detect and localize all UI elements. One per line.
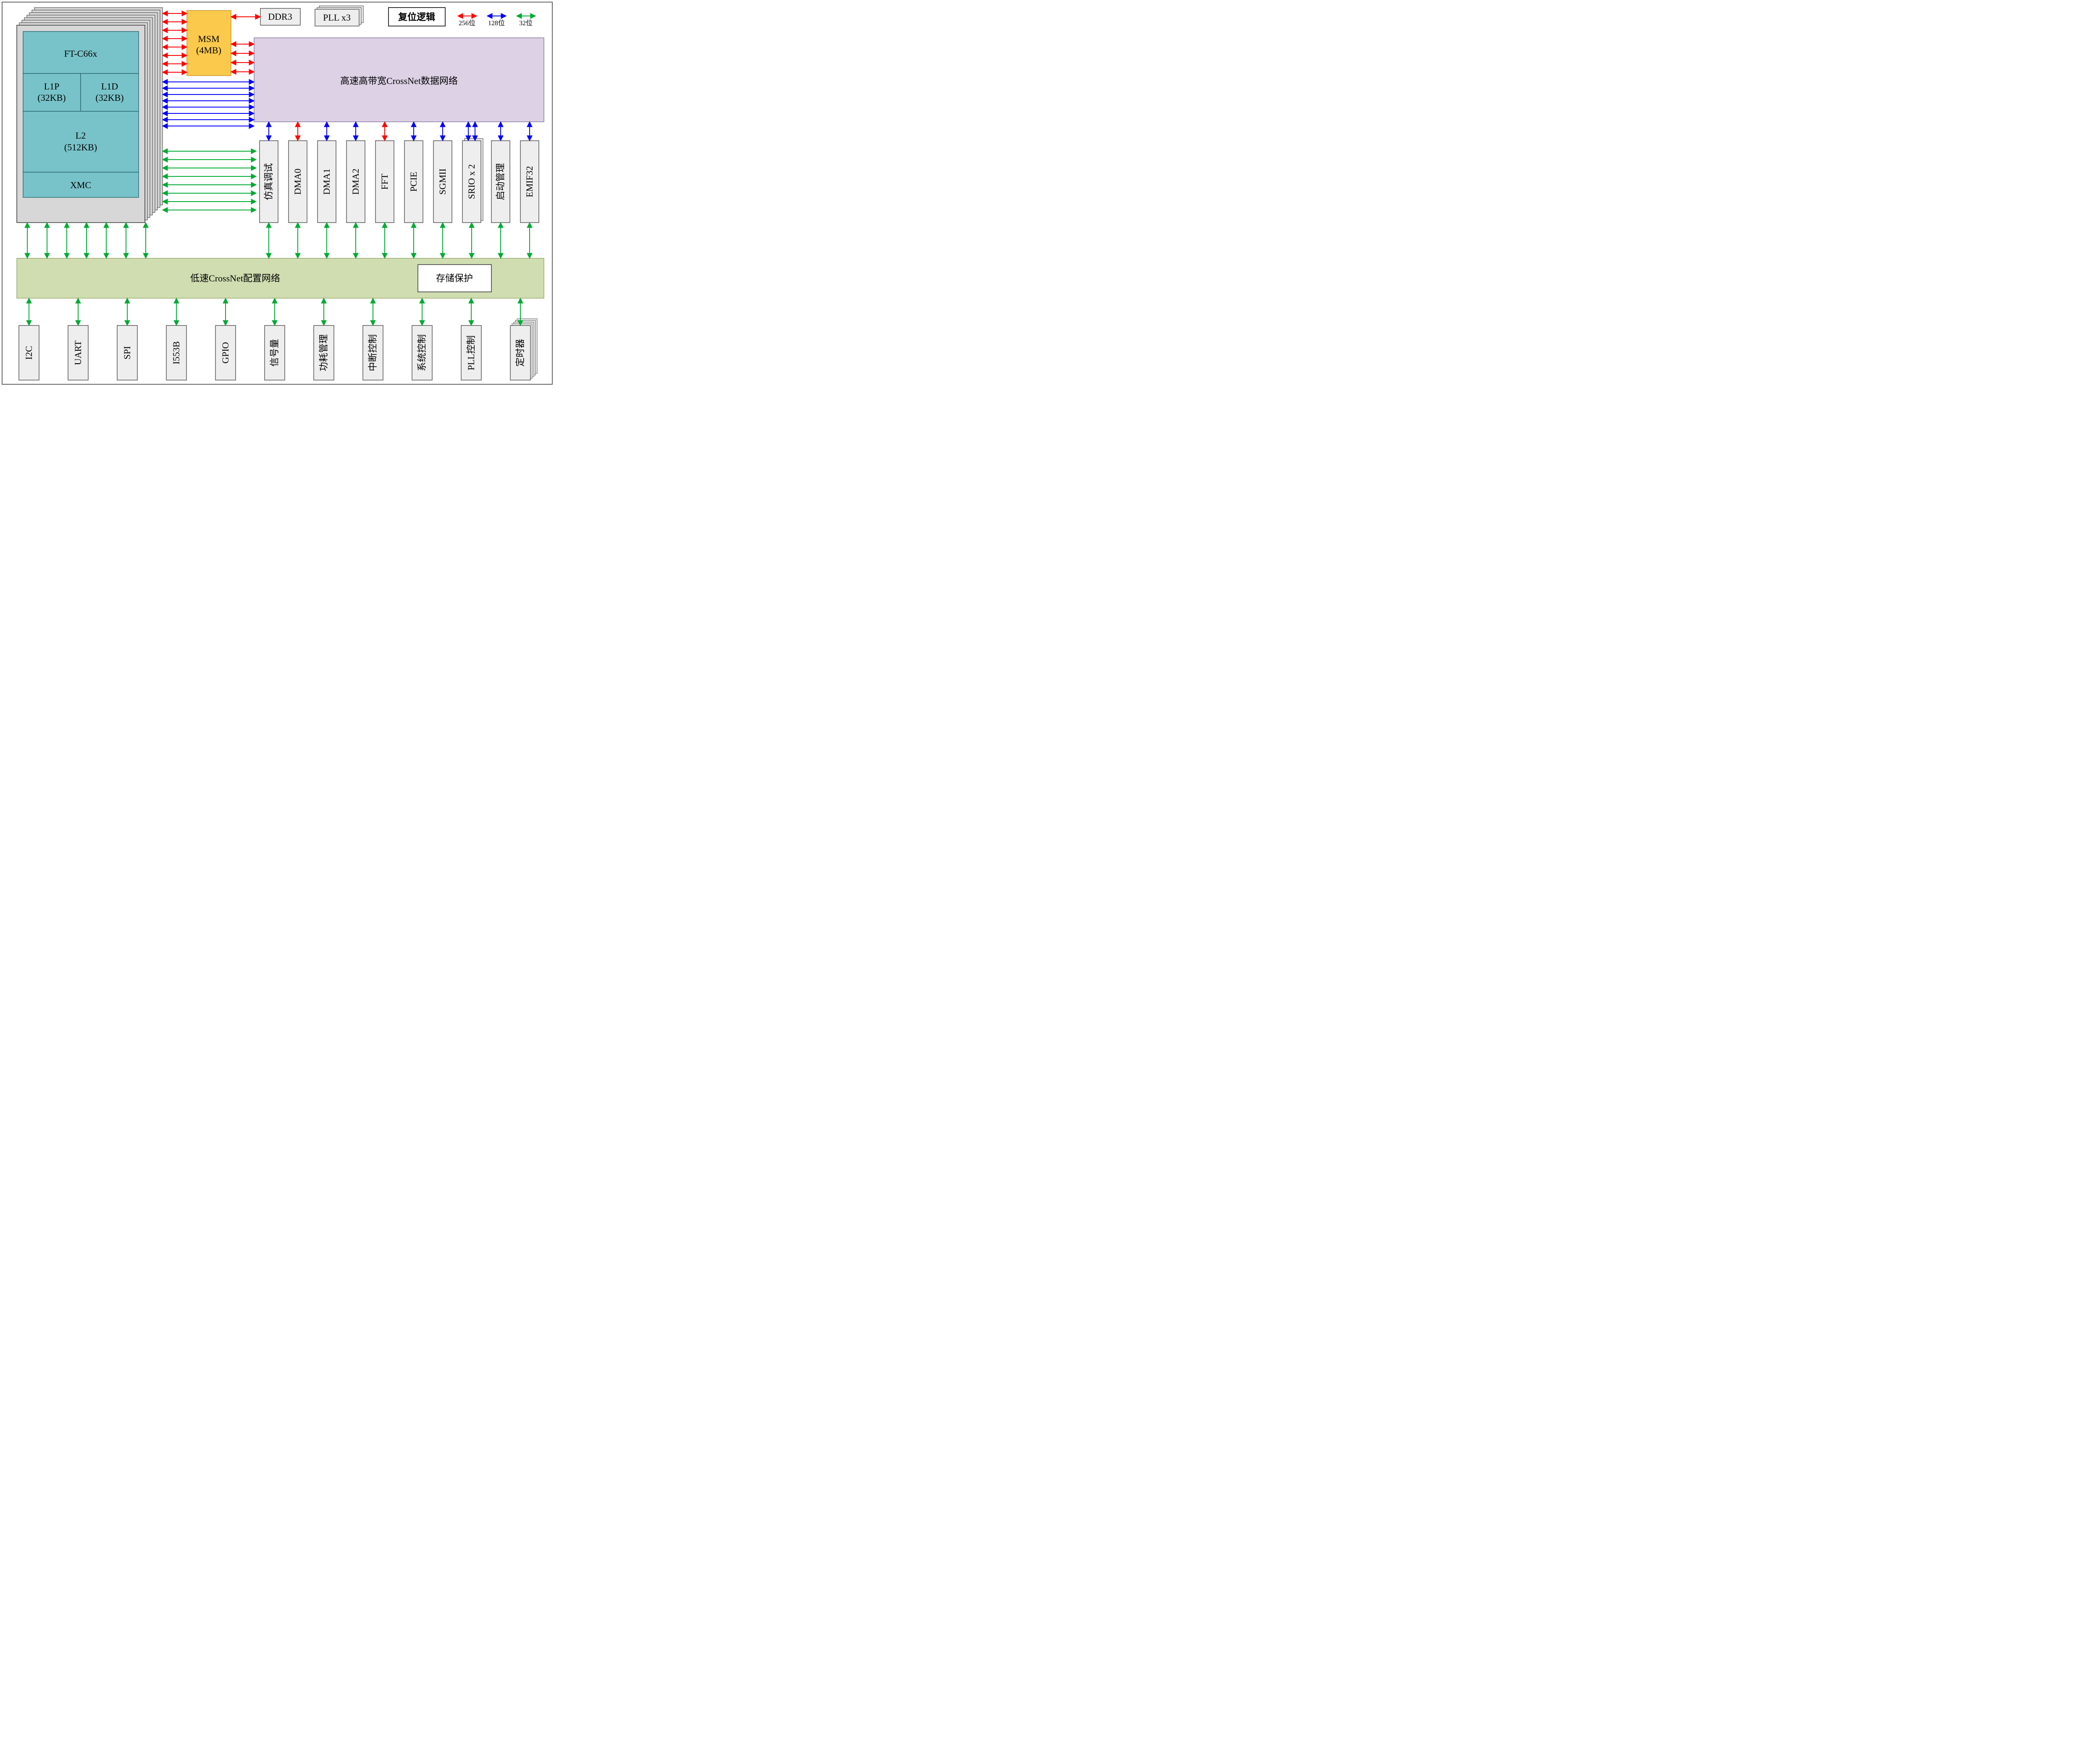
bottom-block-label: SPI	[122, 346, 132, 360]
msm-size: (4MB)	[196, 45, 221, 55]
legend-label: 128位	[488, 19, 505, 27]
core-front: FT-C66x L1P (32KB) L1D (32KB) L2 (512KB)…	[17, 25, 145, 223]
l1p-label: L1P	[44, 81, 60, 92]
legend-label: 256位	[459, 19, 475, 27]
bottom-block-label: I2C	[24, 346, 34, 360]
mid-block-label: 仿真调试	[263, 163, 274, 200]
l1p-size: (32KB)	[37, 92, 66, 103]
l2-label: L2	[76, 130, 86, 141]
mid-block-label: SGMII	[437, 168, 448, 194]
mid-block-label: DMA0	[292, 168, 303, 194]
reset-label: 复位逻辑	[398, 12, 435, 22]
l2-size: (512KB)	[64, 142, 97, 152]
bottom-block-label: PLL控制	[466, 335, 476, 370]
mid-block-label: DMA2	[350, 168, 361, 194]
core-title-text: FT-C66x	[64, 48, 97, 59]
bottom-block-label: 定时器	[515, 339, 525, 367]
bottom-block-label: UART	[73, 340, 83, 365]
mem-prot-label: 存储保护	[436, 273, 473, 283]
ddr3-label: DDR3	[268, 11, 292, 22]
l1d-label: L1D	[101, 81, 118, 92]
l1d-size: (32KB)	[95, 92, 123, 103]
mid-block-label: PCIE	[408, 172, 419, 192]
bottom-block-label: 信号量	[269, 339, 280, 367]
bottom-block-label: 功耗管理	[318, 334, 329, 371]
pll-label: PLL x3	[323, 12, 351, 23]
mid-block-label: SRIO x 2	[466, 164, 477, 199]
legend-label: 32位	[519, 19, 533, 27]
pll-stack: PLL x3	[315, 6, 363, 26]
mid-block-label: EMIF32	[524, 166, 535, 197]
msm-label: MSM	[198, 34, 219, 44]
bottom-block-label: I553B	[171, 341, 181, 365]
bottom-block-label: 中断控制	[368, 334, 378, 371]
crossnet-hi-label: 高速高带宽CrossNet数据网络	[340, 76, 458, 86]
mid-block-label: FFT	[379, 173, 390, 189]
mid-block-label: 启动管理	[495, 163, 506, 200]
architecture-diagram: FT-C66x L1P (32KB) L1D (32KB) L2 (512KB)…	[0, 0, 554, 386]
mid-block-label: DMA1	[321, 168, 332, 194]
crossnet-lo-label: 低速CrossNet配置网络	[190, 273, 280, 283]
bottom-block-label: 系统控制	[417, 334, 427, 371]
xmc-label: XMC	[70, 180, 91, 190]
bottom-block-label: GPIO	[220, 342, 231, 363]
